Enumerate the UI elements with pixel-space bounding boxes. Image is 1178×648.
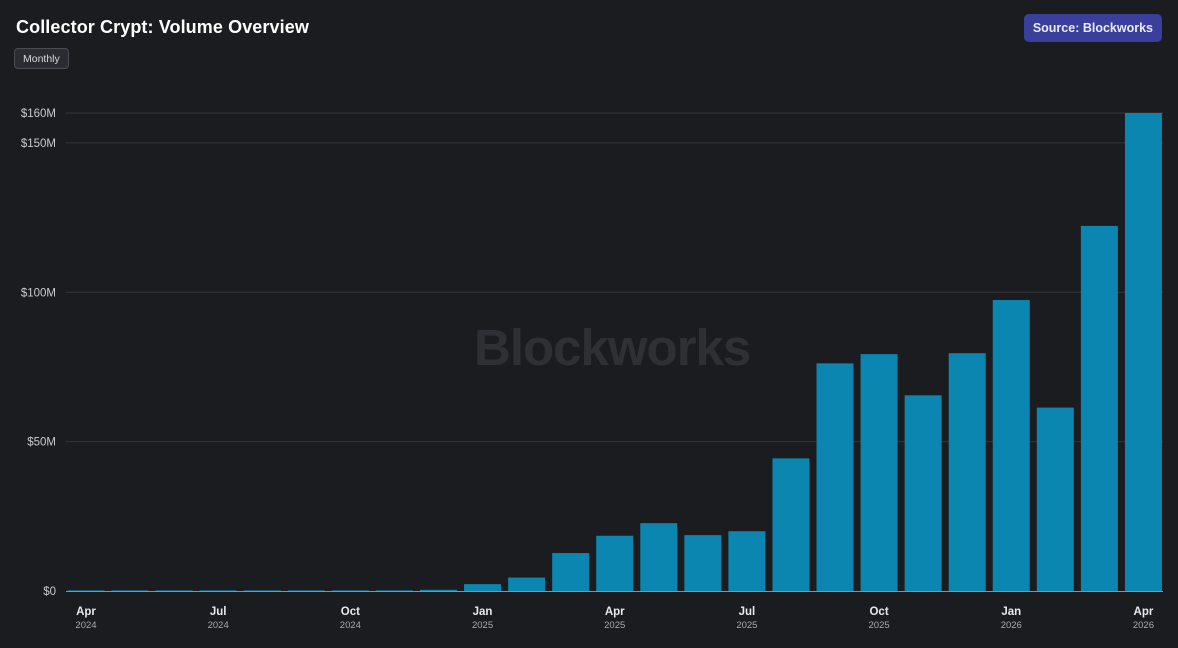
x-tick-month: Apr [1134,606,1154,618]
x-tick-month: Apr [605,606,625,618]
period-selector-button[interactable]: Monthly [14,48,69,69]
bar-2025-04[interactable] [596,535,634,591]
x-tick-month: Apr [76,606,96,618]
x-tick-month: Oct [869,606,888,618]
bar-2025-01[interactable] [464,584,502,591]
bar-2025-11[interactable] [904,395,942,591]
x-tick-year: 2025 [604,620,625,631]
bar-2025-07[interactable] [728,531,766,591]
bar-2025-05[interactable] [640,523,678,591]
x-tick-year: 2024 [340,620,361,631]
x-tick-month: Jul [210,606,227,618]
bar-2024-10[interactable] [331,590,369,591]
watermark-logo: Blockworks [474,319,751,376]
bar-2025-02[interactable] [508,577,546,591]
bar-2025-08[interactable] [772,458,810,591]
x-tick-month: Jan [1001,606,1021,618]
source-badge[interactable]: Source: Blockworks [1023,14,1162,42]
bar-2025-06[interactable] [684,535,722,591]
bar-2024-07[interactable] [199,590,237,591]
axes: $0 $50M $100M $150M $160M Apr 2024 Jul 2024 Oct 20… [21,108,1163,631]
bar-2024-05[interactable] [111,590,149,591]
x-tick-year: 2024 [75,620,96,631]
bar-2024-09[interactable] [287,590,325,591]
x-tick-month: Jan [473,606,493,618]
x-tick-year: 2025 [472,620,493,631]
x-tick-year: 2026 [1001,620,1022,631]
bar-2024-08[interactable] [243,590,281,591]
x-tick-month: Oct [341,606,360,618]
bar-2024-12[interactable] [419,589,457,591]
bar-2024-06[interactable] [155,590,193,591]
x-tick-year: 2024 [208,620,229,631]
y-tick-label: $160M [21,108,56,120]
bar-2024-04[interactable] [67,590,105,591]
x-tick-month: Jul [739,606,756,618]
bar-2026-04[interactable] [1124,113,1162,591]
bars [67,113,1162,592]
x-tick-year: 2025 [736,620,757,631]
bar-2024-11[interactable] [375,590,413,591]
y-tick-label: $100M [21,287,56,299]
x-tick-year: 2026 [1133,620,1154,631]
bar-2025-12[interactable] [948,353,986,591]
y-tick-label: $150M [21,138,56,150]
bar-2026-02[interactable] [1036,407,1074,591]
y-tick-label: $0 [43,586,56,598]
bar-2025-09[interactable] [816,363,854,591]
y-tick-label: $50M [27,437,56,449]
bar-2026-03[interactable] [1080,225,1118,592]
bar-2025-10[interactable] [860,354,898,591]
bar-2026-01[interactable] [992,300,1030,591]
bar-2025-03[interactable] [552,553,590,591]
chart-title: Collector Crypt: Volume Overview [16,17,309,37]
x-tick-year: 2025 [869,620,890,631]
